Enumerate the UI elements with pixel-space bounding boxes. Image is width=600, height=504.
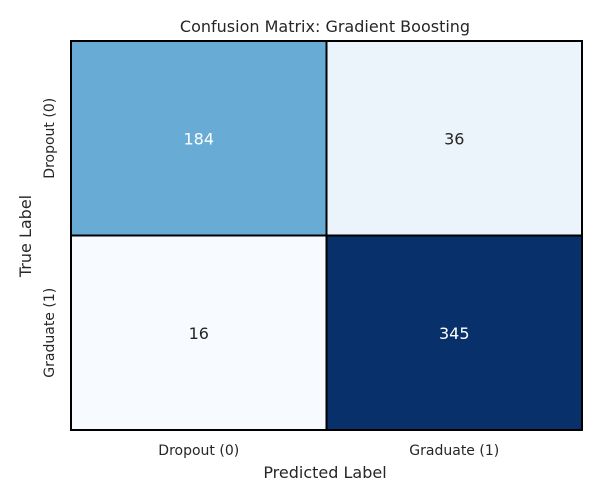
heatmap-cell: [325, 234, 583, 431]
heatmap-cell: [70, 234, 328, 431]
chart-title: Confusion Matrix: Gradient Boosting: [180, 17, 470, 36]
y-axis-label: True Label: [16, 195, 35, 278]
cell-value-labels: 184 36 16 345: [183, 129, 469, 343]
y-tick-labels: Dropout (0) Graduate (1): [42, 98, 58, 378]
x-tick-label: Graduate (1): [409, 443, 499, 459]
cell-value-label: 36: [444, 129, 464, 148]
x-tick-labels: Dropout (0) Graduate (1): [158, 443, 499, 459]
y-tick-label: Dropout (0): [42, 98, 58, 179]
cell-value-label: 184: [183, 129, 214, 148]
heatmap-cell: [325, 40, 583, 237]
y-tick-label: Graduate (1): [42, 288, 58, 378]
heatmap-cell: [70, 40, 328, 237]
heatmap-cells: [70, 40, 583, 431]
x-axis-label: Predicted Label: [263, 463, 386, 482]
cell-value-label: 345: [439, 324, 470, 343]
cell-value-label: 16: [189, 324, 209, 343]
x-tick-label: Dropout (0): [158, 443, 239, 459]
